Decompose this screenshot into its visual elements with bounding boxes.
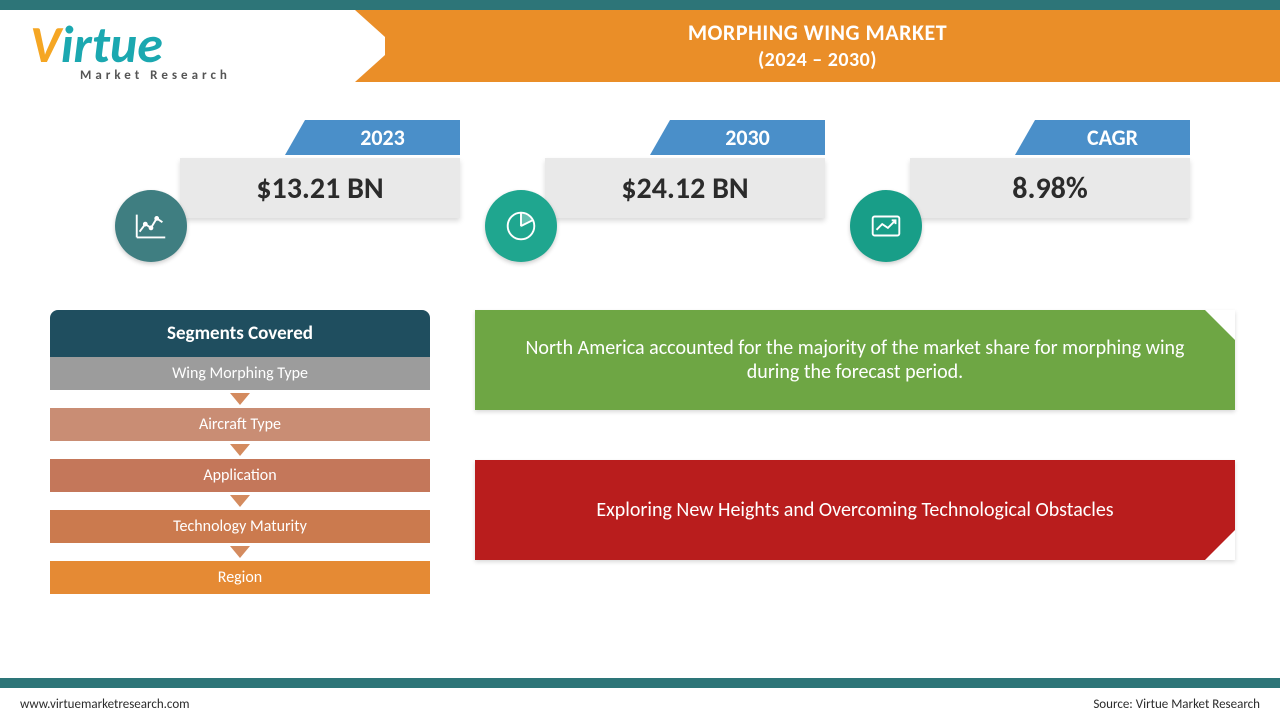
top-accent-bar	[0, 0, 1280, 10]
callout-tagline: Exploring New Heights and Overcoming Tec…	[475, 460, 1235, 560]
segment-arrow	[50, 390, 430, 408]
growth-chart-icon	[850, 190, 922, 262]
stat-value-cagr: 8.98%	[910, 158, 1190, 218]
segment-arrow	[50, 543, 430, 561]
segments-panel: Segments Covered Wing Morphing Type Airc…	[50, 310, 430, 594]
callout-notch	[1205, 310, 1235, 340]
segment-item-4: Technology Maturity	[50, 510, 430, 543]
header-chevron-orange	[385, 10, 420, 82]
footer-website: www.virtuemarketresearch.com	[20, 697, 190, 712]
stat-card-cagr: CAGR 8.98%	[910, 120, 1190, 220]
segment-item-5: Region	[50, 561, 430, 594]
company-logo: Virtue Market Research	[30, 12, 330, 83]
segment-item-1: Wing Morphing Type	[50, 357, 430, 390]
segment-item-2: Aircraft Type	[50, 408, 430, 441]
logo-tagline: Market Research	[80, 68, 330, 83]
callout-region-insight: North America accounted for the majority…	[475, 310, 1235, 410]
stat-card-2030: 2030 $24.12 BN	[545, 120, 825, 220]
segment-arrow	[50, 441, 430, 459]
segment-item-3: Application	[50, 459, 430, 492]
segments-header: Segments Covered	[50, 310, 430, 357]
stat-value-2023: $13.21 BN	[180, 158, 460, 218]
footer-source: Source: Virtue Market Research	[1093, 697, 1260, 712]
logo-letter-v: V	[30, 12, 61, 76]
line-chart-icon	[115, 190, 187, 262]
stat-value-2030: $24.12 BN	[545, 158, 825, 218]
stat-card-2023: 2023 $13.21 BN	[180, 120, 460, 220]
title-line-1: MORPHING WING MARKET	[688, 19, 947, 48]
callout-green-text: North America accounted for the majority…	[525, 336, 1185, 384]
segment-arrow	[50, 492, 430, 510]
stat-label-2023: 2023	[305, 120, 460, 155]
callout-red-text: Exploring New Heights and Overcoming Tec…	[596, 498, 1113, 522]
footer-accent-bar	[0, 678, 1280, 688]
header-banner: MORPHING WING MARKET (2024 – 2030)	[355, 10, 1280, 82]
logo-word-rest: irtue	[61, 12, 163, 76]
title-line-2: (2024 – 2030)	[688, 47, 947, 73]
stat-label-cagr: CAGR	[1035, 120, 1190, 155]
pie-chart-icon	[485, 190, 557, 262]
callout-notch	[1205, 530, 1235, 560]
stat-label-2030: 2030	[670, 120, 825, 155]
